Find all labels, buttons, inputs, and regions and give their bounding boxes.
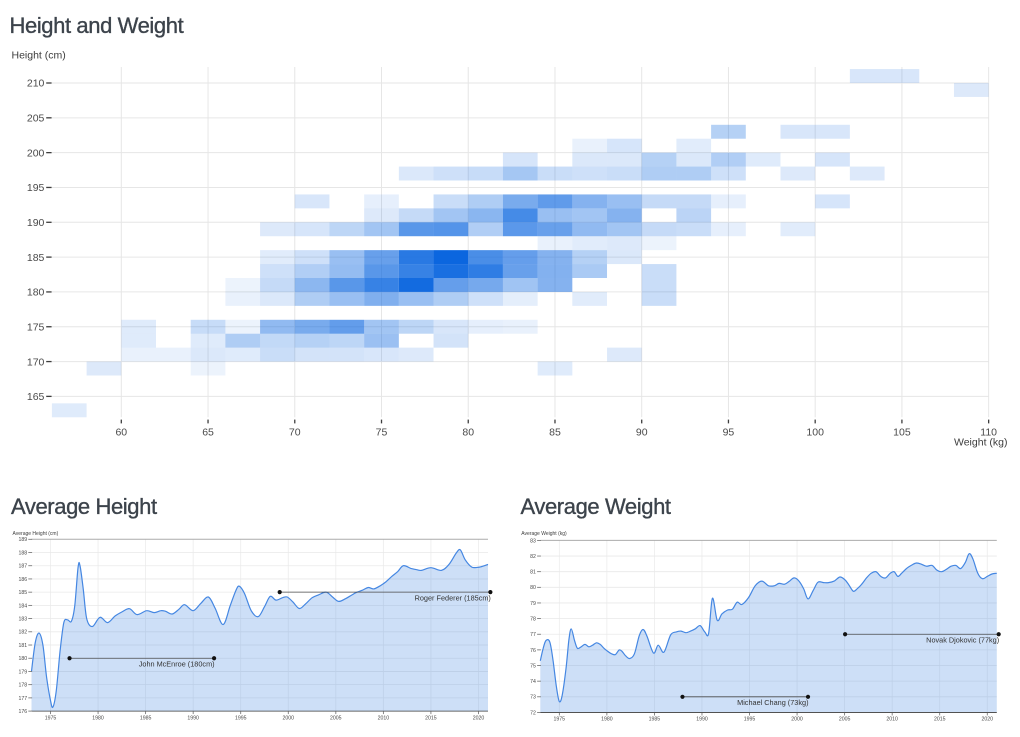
svg-text:180: 180 [18,656,27,662]
svg-text:1995: 1995 [744,717,756,723]
svg-text:110: 110 [980,426,997,438]
svg-text:60: 60 [115,426,127,438]
svg-text:70: 70 [289,426,301,438]
svg-text:175: 175 [27,321,45,333]
svg-text:165: 165 [27,391,45,403]
svg-text:75: 75 [530,663,536,669]
svg-text:Height (cm): Height (cm) [12,50,66,62]
svg-text:187: 187 [18,564,27,570]
svg-text:1980: 1980 [601,717,613,723]
svg-text:105: 105 [893,426,911,438]
svg-text:200: 200 [27,147,45,159]
svg-text:2010: 2010 [886,717,898,723]
svg-text:2010: 2010 [378,715,390,721]
svg-text:Average Weight (kg): Average Weight (kg) [521,531,567,537]
svg-text:2015: 2015 [425,715,437,721]
svg-text:2020: 2020 [473,715,485,721]
svg-text:79: 79 [530,601,536,607]
svg-text:Michael Chang (73kg): Michael Chang (73kg) [737,698,808,707]
svg-text:85: 85 [549,426,561,438]
svg-text:2000: 2000 [282,715,294,721]
svg-text:1980: 1980 [92,715,104,721]
svg-text:100: 100 [806,426,824,438]
svg-text:72: 72 [530,710,536,716]
svg-text:186: 186 [18,577,27,583]
svg-text:183: 183 [18,616,27,622]
svg-text:195: 195 [27,182,45,194]
svg-text:170: 170 [27,356,45,368]
svg-text:John McEnroe (180cm): John McEnroe (180cm) [139,659,215,668]
svg-text:1975: 1975 [554,717,566,723]
svg-text:78: 78 [530,617,536,623]
svg-text:80: 80 [462,426,474,438]
svg-text:179: 179 [18,669,27,675]
svg-text:1985: 1985 [140,715,152,721]
svg-text:188: 188 [18,550,27,556]
svg-text:178: 178 [18,683,27,689]
svg-text:80: 80 [530,585,536,591]
svg-text:1990: 1990 [696,717,708,723]
svg-text:1985: 1985 [649,717,661,723]
svg-text:2005: 2005 [330,715,342,721]
svg-text:Novak Djokovic (77kg): Novak Djokovic (77kg) [926,635,999,644]
svg-text:90: 90 [636,426,648,438]
svg-text:2020: 2020 [981,717,993,723]
svg-text:185: 185 [18,590,27,596]
svg-text:180: 180 [27,287,45,299]
svg-text:81: 81 [530,570,536,576]
svg-text:95: 95 [723,426,735,438]
svg-text:74: 74 [530,679,536,685]
svg-text:1975: 1975 [45,715,57,721]
svg-text:181: 181 [18,643,27,649]
svg-text:190: 190 [27,217,45,229]
svg-text:2000: 2000 [791,717,803,723]
svg-text:Weight (kg): Weight (kg) [954,436,1008,448]
svg-text:1995: 1995 [235,715,247,721]
svg-text:189: 189 [18,537,27,543]
svg-text:185: 185 [27,252,45,264]
svg-text:2005: 2005 [839,717,851,723]
svg-text:182: 182 [18,630,27,636]
svg-text:Roger Federer (185cm): Roger Federer (185cm) [415,593,491,602]
svg-text:76: 76 [530,648,536,654]
svg-text:2015: 2015 [934,717,946,723]
svg-text:73: 73 [530,695,536,701]
svg-text:75: 75 [376,426,388,438]
svg-text:184: 184 [18,603,27,609]
svg-text:176: 176 [18,709,27,715]
svg-text:65: 65 [202,426,214,438]
svg-text:Average Height (cm): Average Height (cm) [13,531,59,537]
svg-text:210: 210 [27,78,45,90]
svg-text:177: 177 [18,696,27,702]
svg-text:77: 77 [530,632,536,638]
svg-text:1990: 1990 [187,715,199,721]
svg-text:82: 82 [530,554,536,560]
svg-text:83: 83 [530,538,536,544]
svg-text:205: 205 [27,113,45,125]
